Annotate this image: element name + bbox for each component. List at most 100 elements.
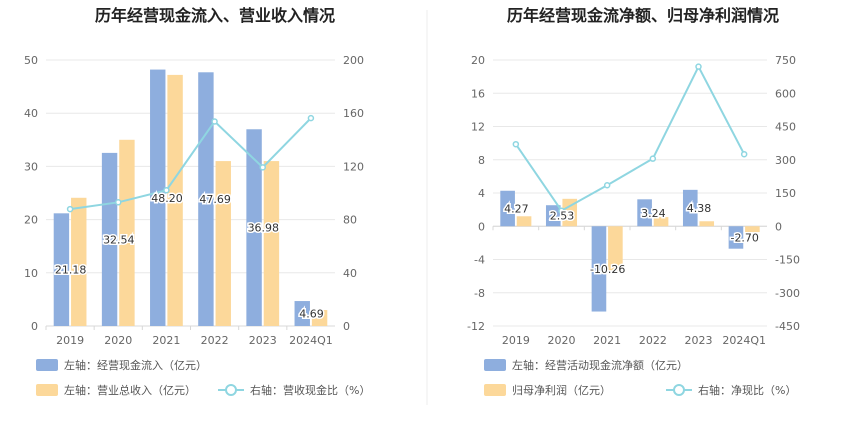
legend-label: 归母净利润（亿元） <box>512 383 611 397</box>
y-left-tick-label: 0 <box>31 320 38 333</box>
y-right-tick-label: 150 <box>775 187 796 200</box>
y-right-tick-label: -450 <box>775 320 800 333</box>
x-tick-label: 2021 <box>593 334 621 347</box>
data-label: 4.27 <box>504 203 529 216</box>
line-point <box>695 63 702 70</box>
bar <box>53 213 70 326</box>
legend: 左轴：经营现金流入（亿元） 左轴：营业总收入（亿元） 右轴：营收现金比（%） <box>36 358 370 397</box>
line-point <box>211 118 218 125</box>
y-left-tick-label: 20 <box>471 54 485 67</box>
y-right-tick-label: 160 <box>343 107 364 120</box>
legend-swatch-bar-secondary <box>484 384 506 396</box>
y-right-tick-label: 120 <box>343 160 364 173</box>
chart-title: 历年经营现金流入、营业收入情况 <box>95 6 335 25</box>
legend-label: 左轴：经营现金流入（亿元） <box>64 358 207 372</box>
legend-item-series-1[interactable]: 左轴：营业总收入（亿元） <box>36 383 196 397</box>
y-left-tick-label: 4 <box>478 187 485 200</box>
line-point <box>115 199 122 206</box>
x-tick-label: 2022 <box>201 334 229 347</box>
y-right-tick-label: 300 <box>775 154 796 167</box>
legend-swatch-bar-primary <box>36 359 58 371</box>
line-point <box>512 140 520 148</box>
legend-label: 右轴：净现比（%） <box>698 383 796 397</box>
y-right-tick-label: 40 <box>343 267 357 280</box>
y-left-tick-label: -4 <box>474 254 485 267</box>
legend-item-series-0[interactable]: 左轴：经营现金流入（亿元） <box>36 358 207 372</box>
y-right-tick-label: -150 <box>775 254 800 267</box>
y-left-tick-label: -12 <box>467 320 485 333</box>
line-point <box>603 181 611 189</box>
bar <box>500 190 515 227</box>
bar <box>545 205 561 227</box>
x-tick-label: 2023 <box>249 334 277 347</box>
y-left-tick-label: 30 <box>24 160 38 173</box>
bar <box>71 197 87 326</box>
legend-label: 左轴：经营活动现金流净额（亿元） <box>512 358 688 372</box>
data-label: 36.98 <box>248 222 280 235</box>
data-label: -10.26 <box>590 263 625 276</box>
bar <box>246 129 262 326</box>
legend-item-series-2[interactable]: 右轴：净现比（%） <box>666 383 796 397</box>
data-label: 2.53 <box>550 210 575 223</box>
bar <box>591 226 607 312</box>
x-tick-label: 2024Q1 <box>722 334 766 347</box>
y-left-tick-label: 20 <box>24 214 38 227</box>
data-label: 4.38 <box>687 202 712 215</box>
y-left-tick-label: 8 <box>478 154 485 167</box>
chart-cash-inflow-revenue: 历年经营现金流入、营业收入情况 0 10 20 30 40 50 0 40 80 120 160 20… <box>24 6 370 397</box>
bar <box>637 199 652 227</box>
chart-net-cashflow-profit: 历年经营现金流净额、归母净利润情况 -12 -8 -4 0 4 8 12 16 20 -450 -3… <box>467 6 800 397</box>
data-label: 48.20 <box>151 192 183 205</box>
x-tick-label: 2023 <box>685 334 713 347</box>
x-tick-label: 2021 <box>152 334 180 347</box>
y-left-tick-label: 10 <box>24 267 38 280</box>
legend-item-series-0[interactable]: 左轴：经营活动现金流净额（亿元） <box>484 358 688 372</box>
y-right-tick-label: 750 <box>775 54 796 67</box>
bar <box>699 221 715 227</box>
bar <box>745 226 760 233</box>
plot-area: -12 -8 -4 0 4 8 12 16 20 -450 -300 -150 0 150 300 450 60… <box>467 54 800 347</box>
bar <box>198 72 214 326</box>
line-point <box>66 205 74 213</box>
y-left-tick-label: 40 <box>24 107 38 120</box>
line-point <box>558 207 565 214</box>
data-label: 21.18 <box>55 264 87 277</box>
x-tick-label: 2022 <box>639 334 667 347</box>
bar <box>682 189 698 227</box>
legend-label: 左轴：营业总收入（亿元） <box>64 383 196 397</box>
x-tick-label: 2024Q1 <box>289 334 333 347</box>
legend-swatch-bar-primary <box>484 359 506 371</box>
line-point <box>307 114 315 122</box>
line-point <box>259 164 266 171</box>
y-right-tick-label: 0 <box>343 320 350 333</box>
series-line <box>515 64 746 213</box>
data-label: 3.24 <box>641 207 666 220</box>
bar <box>311 310 328 326</box>
y-left-tick-label: 12 <box>471 121 485 134</box>
plot-area: 0 10 20 30 40 50 0 40 80 120 160 200 2019 2020 2021 202… <box>24 54 364 347</box>
series-line <box>69 117 312 211</box>
x-tick-label: 2020 <box>548 334 576 347</box>
y-left-tick-label: 50 <box>24 54 38 67</box>
legend-swatch-marker <box>673 384 685 396</box>
y-right-tick-label: 80 <box>343 214 357 227</box>
legend-item-series-1[interactable]: 归母净利润（亿元） <box>484 383 611 397</box>
x-tick-label: 2019 <box>56 334 84 347</box>
y-left-tick-label: -8 <box>474 287 485 300</box>
data-label: 32.54 <box>103 233 135 246</box>
chart-title: 历年经营现金流净额、归母净利润情况 <box>507 6 779 25</box>
bar <box>294 301 310 326</box>
y-right-tick-label: 450 <box>775 121 796 134</box>
bar <box>150 69 166 327</box>
legend-swatch-marker <box>225 384 237 396</box>
legend-item-series-2[interactable]: 右轴：营收现金比（%） <box>218 383 370 397</box>
bar <box>119 139 135 326</box>
bar <box>608 226 623 272</box>
bar <box>101 152 118 326</box>
bar <box>728 226 744 249</box>
y-left-tick-label: 0 <box>478 220 485 233</box>
legend-swatch-bar-secondary <box>36 384 58 396</box>
bar <box>653 217 669 227</box>
legend-label: 右轴：营收现金比（%） <box>250 383 370 397</box>
